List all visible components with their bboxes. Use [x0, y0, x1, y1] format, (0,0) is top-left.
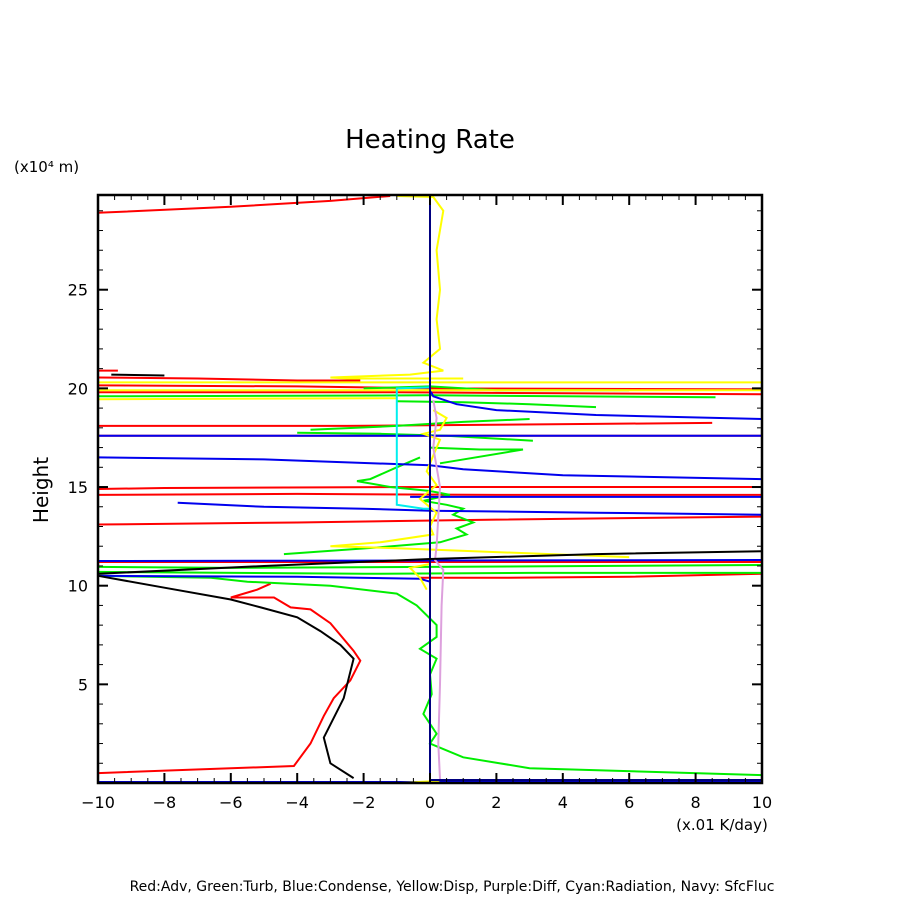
- x-tick-label: 2: [491, 793, 501, 812]
- chart-title: Heating Rate: [345, 125, 515, 155]
- y-unit-label: (x10⁴ m): [14, 158, 79, 176]
- series-adv-line: [98, 421, 713, 427]
- x-tick-label: 8: [691, 793, 701, 812]
- x-tick-label: −10: [81, 793, 115, 812]
- legend-text: Red:Adv, Green:Turb, Blue:Condense, Yell…: [130, 879, 775, 895]
- series-layer: [97, 195, 763, 784]
- y-tick-label: 25: [68, 281, 88, 300]
- series-turb-line: [97, 570, 762, 575]
- y-tick-label: 20: [68, 379, 88, 398]
- y-tick-label: 10: [68, 577, 88, 596]
- series-adv-line: [420, 572, 763, 579]
- x-tick-label: −4: [285, 793, 309, 812]
- series-disp-line: [97, 397, 397, 401]
- series-total-line: [111, 373, 165, 377]
- x-tick-label: 6: [624, 793, 634, 812]
- series-turb-line: [396, 400, 597, 409]
- x-axis-label: (x.01 K/day): [676, 816, 768, 834]
- series-turb-line: [97, 574, 763, 777]
- series-condense-line: [97, 574, 431, 583]
- series-disp-line: [330, 409, 630, 559]
- series-condense-line: [177, 501, 763, 516]
- y-tick-label: 5: [78, 675, 88, 694]
- series-adv-line: [97, 376, 361, 382]
- x-tick-label: 10: [752, 793, 772, 812]
- series-disp-line: [408, 563, 431, 591]
- series-total-line: [97, 574, 355, 779]
- series-turb-line: [283, 456, 477, 556]
- series-condense-line: [97, 456, 763, 481]
- series-condense-line: [429, 389, 763, 420]
- series-turb-line: [97, 394, 716, 399]
- x-tick-label: −6: [219, 793, 243, 812]
- axes: −10 −8 −6 −4 −2 0 2 4 6 8 10 5 10 15 20 25: [68, 193, 772, 812]
- x-tick-label: 4: [558, 793, 568, 812]
- y-tick-label: 15: [68, 478, 88, 497]
- series-disp-line: [330, 195, 464, 380]
- x-tick-label: −8: [153, 793, 177, 812]
- series-radiation-line: [395, 386, 431, 510]
- series-adv-line: [97, 486, 762, 490]
- series-adv-line: [97, 582, 362, 775]
- series-diff-line: [432, 400, 445, 780]
- series-adv-line: [97, 515, 763, 526]
- y-axis-label: Height: [29, 457, 53, 523]
- series-adv-line: [98, 391, 763, 396]
- x-tick-label: −2: [352, 793, 376, 812]
- series-total-line: [97, 550, 763, 575]
- x-tick-label: 0: [425, 793, 435, 812]
- series-adv-line: [97, 195, 391, 214]
- series-turb-line: [97, 564, 763, 569]
- series-turb-line: [297, 431, 533, 442]
- series-turb-line: [429, 446, 524, 465]
